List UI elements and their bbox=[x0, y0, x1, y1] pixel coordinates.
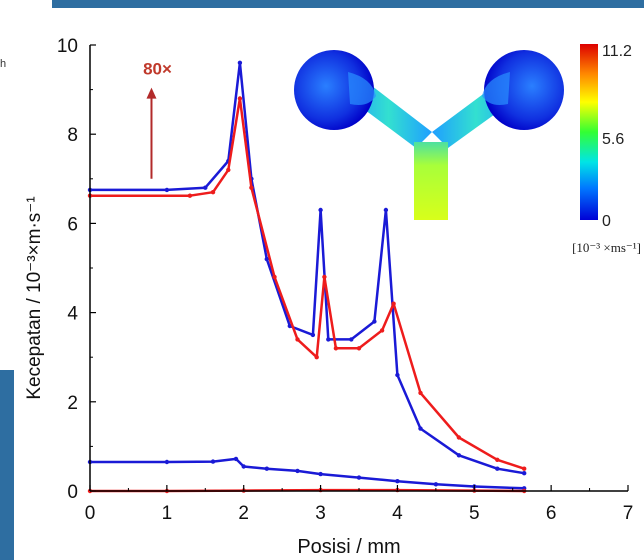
inset-stem bbox=[414, 142, 448, 220]
x-tick-label: 2 bbox=[238, 503, 249, 524]
inset-left-lobe-outflow bbox=[348, 72, 376, 105]
x-tick-label: 0 bbox=[85, 503, 96, 524]
data-point bbox=[333, 346, 339, 351]
x-tick-label: 5 bbox=[469, 503, 480, 524]
x-axis-label: Posisi / mm bbox=[297, 536, 400, 558]
data-point bbox=[203, 185, 208, 190]
cropped-text-fragment: h bbox=[0, 58, 7, 70]
y-tick-label: 2 bbox=[67, 393, 78, 414]
data-point bbox=[249, 185, 254, 190]
series-line-blue-2 bbox=[90, 457, 525, 490]
data-point bbox=[314, 355, 319, 360]
colorbar-tick-mid: 5.6 bbox=[602, 131, 624, 148]
data-point bbox=[356, 346, 362, 351]
inset-left-lobe bbox=[294, 50, 374, 130]
data-point bbox=[264, 256, 269, 262]
data-point bbox=[433, 482, 439, 487]
series-blue-2 bbox=[87, 456, 527, 491]
data-point bbox=[272, 274, 277, 280]
x-tick-label: 7 bbox=[623, 503, 634, 524]
data-point bbox=[264, 466, 269, 471]
inset-right-lobe-outflow bbox=[482, 72, 510, 105]
data-point bbox=[187, 193, 193, 198]
data-point bbox=[395, 479, 400, 484]
data-point bbox=[495, 457, 500, 462]
left-frame-bar bbox=[0, 370, 14, 560]
inset-channel-geometry bbox=[294, 50, 564, 220]
annotation-arrow-head bbox=[146, 87, 157, 99]
inset-right-lobe bbox=[484, 50, 564, 130]
data-point bbox=[226, 167, 231, 173]
y-tick-label: 10 bbox=[57, 36, 78, 57]
data-point bbox=[210, 190, 216, 195]
data-point bbox=[418, 390, 423, 396]
data-point bbox=[237, 96, 243, 101]
data-point bbox=[241, 464, 246, 469]
data-point bbox=[164, 459, 170, 465]
series-red-1 bbox=[87, 96, 527, 471]
data-point bbox=[310, 332, 316, 338]
data-point bbox=[210, 459, 216, 464]
x-tick-label: 3 bbox=[315, 503, 326, 524]
top-frame-bar bbox=[52, 0, 644, 8]
colorbar-tick-min: 0 bbox=[602, 213, 611, 230]
data-point bbox=[391, 301, 396, 306]
series-blue-0 bbox=[87, 60, 527, 476]
y-axis-label: Kecepatan / 10⁻³×m·s⁻¹ bbox=[24, 196, 45, 399]
data-point bbox=[379, 328, 385, 333]
colorbar-unit: [10⁻³ ×ms⁻¹] bbox=[572, 240, 641, 255]
data-point bbox=[372, 319, 377, 324]
data-point bbox=[233, 456, 239, 462]
axes: 0 1 2 3 4 5 6 7 0 2 4 6 8 10 Posisi / mm Kecepatan / 10… bbox=[24, 36, 633, 558]
y-tick-label: 8 bbox=[67, 125, 78, 146]
data-point bbox=[237, 60, 243, 65]
data-point bbox=[395, 372, 400, 378]
data-point bbox=[349, 337, 354, 342]
data-point bbox=[356, 475, 362, 480]
data-point bbox=[456, 435, 462, 440]
data-point bbox=[522, 466, 527, 471]
data-point bbox=[418, 426, 423, 431]
annotation-label: 80× bbox=[143, 60, 172, 79]
data-point bbox=[383, 207, 389, 213]
colorbar-gradient bbox=[580, 44, 598, 220]
x-tick-label: 6 bbox=[546, 503, 557, 524]
colorbar: 11.2 5.6 0 [10⁻³ ×ms⁻¹] bbox=[572, 43, 641, 255]
data-point bbox=[456, 453, 462, 458]
data-point bbox=[295, 337, 300, 342]
data-point bbox=[322, 274, 327, 280]
data-point bbox=[295, 468, 300, 474]
y-tick-label: 0 bbox=[67, 482, 78, 503]
annotation-80x: 80× bbox=[143, 60, 172, 179]
x-tick-label: 1 bbox=[162, 503, 173, 524]
data-point bbox=[326, 337, 331, 342]
series-line-red-1 bbox=[90, 97, 525, 470]
data-point bbox=[318, 471, 323, 477]
y-tick-label: 4 bbox=[67, 304, 78, 325]
colorbar-tick-max: 11.2 bbox=[602, 43, 632, 60]
y-tick-label: 6 bbox=[67, 214, 78, 235]
x-tick-label: 4 bbox=[392, 503, 403, 524]
data-point bbox=[522, 471, 527, 476]
data-point bbox=[164, 187, 170, 193]
data-point bbox=[318, 207, 323, 213]
data-point bbox=[495, 466, 500, 471]
